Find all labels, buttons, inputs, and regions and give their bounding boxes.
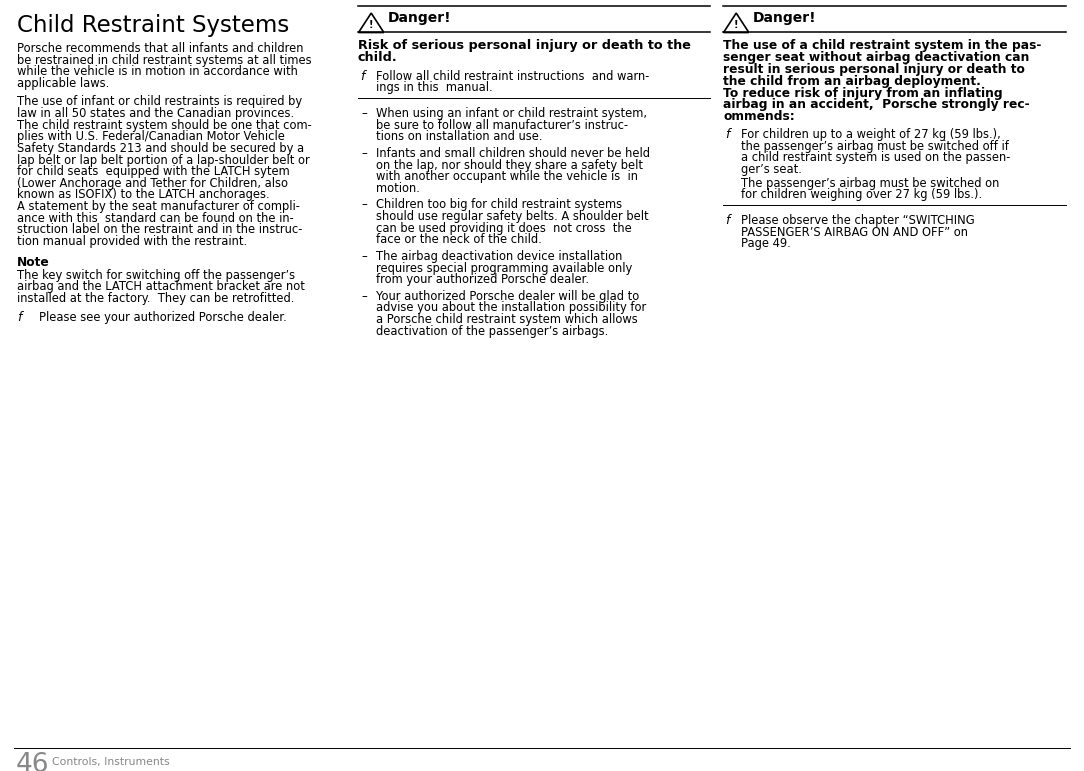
- Text: can be used providing it does  not cross  the: can be used providing it does not cross …: [376, 221, 632, 234]
- Text: the child from an airbag deployment.: the child from an airbag deployment.: [723, 75, 981, 88]
- Text: To reduce risk of injury from an inflating: To reduce risk of injury from an inflati…: [723, 86, 1003, 99]
- Text: f: f: [17, 311, 22, 325]
- Text: PASSENGER’S AIRBAG ON AND OFF” on: PASSENGER’S AIRBAG ON AND OFF” on: [741, 225, 968, 238]
- Text: f: f: [360, 70, 364, 82]
- Text: Risk of serious personal injury or death to the: Risk of serious personal injury or death…: [358, 39, 691, 52]
- Text: –: –: [361, 107, 366, 120]
- Text: a child restraint system is used on the passen-: a child restraint system is used on the …: [741, 151, 1010, 164]
- Text: Safety Standards 213 and should be secured by a: Safety Standards 213 and should be secur…: [17, 142, 305, 155]
- Text: motion.: motion.: [376, 182, 420, 195]
- Text: For children up to a weight of 27 kg (59 lbs.),: For children up to a weight of 27 kg (59…: [741, 128, 1001, 141]
- Text: f: f: [725, 128, 730, 141]
- Text: airbag in an accident,  Porsche strongly rec-: airbag in an accident, Porsche strongly …: [723, 99, 1030, 111]
- Text: Children too big for child restraint systems: Children too big for child restraint sys…: [376, 198, 622, 211]
- Text: result in serious personal injury or death to: result in serious personal injury or dea…: [723, 62, 1024, 76]
- Text: Child Restraint Systems: Child Restraint Systems: [17, 14, 289, 37]
- Text: Please observe the chapter “SWITCHING: Please observe the chapter “SWITCHING: [741, 214, 975, 227]
- Text: law in all 50 states and the Canadian provinces.: law in all 50 states and the Canadian pr…: [17, 107, 294, 120]
- Text: Page 49.: Page 49.: [741, 237, 790, 250]
- Text: (Lower Anchorage and Tether for Children, also: (Lower Anchorage and Tether for Children…: [17, 177, 288, 190]
- Text: Note: Note: [17, 255, 50, 268]
- Text: struction label on the restraint and in the instruc-: struction label on the restraint and in …: [17, 224, 302, 236]
- Text: –: –: [361, 147, 366, 160]
- Text: 46: 46: [16, 752, 50, 771]
- Text: The use of infant or child restraints is required by: The use of infant or child restraints is…: [17, 96, 302, 109]
- Text: a Porsche child restraint system which allows: a Porsche child restraint system which a…: [376, 313, 637, 326]
- Text: requires special programming available only: requires special programming available o…: [376, 261, 632, 274]
- Text: airbag and the LATCH attachment bracket are not: airbag and the LATCH attachment bracket …: [17, 280, 305, 293]
- Text: lap belt or lap belt portion of a lap-shoulder belt or: lap belt or lap belt portion of a lap-sh…: [17, 153, 310, 167]
- Text: be restrained in child restraint systems at all times: be restrained in child restraint systems…: [17, 54, 311, 66]
- Text: The passenger’s airbag must be switched on: The passenger’s airbag must be switched …: [741, 177, 999, 190]
- Text: Controls, Instruments: Controls, Instruments: [52, 757, 169, 767]
- Text: Danger!: Danger!: [388, 11, 452, 25]
- Text: The child restraint system should be one that com-: The child restraint system should be one…: [17, 119, 312, 132]
- Text: Please see your authorized Porsche dealer.: Please see your authorized Porsche deale…: [39, 311, 287, 325]
- Text: the passenger’s airbag must be switched off if: the passenger’s airbag must be switched …: [741, 140, 1009, 153]
- Text: tion manual provided with the restraint.: tion manual provided with the restraint.: [17, 235, 247, 248]
- Text: while the vehicle is in motion in accordance with: while the vehicle is in motion in accord…: [17, 66, 298, 78]
- Text: face or the neck of the child.: face or the neck of the child.: [376, 234, 542, 246]
- Text: ings in this  manual.: ings in this manual.: [376, 82, 492, 95]
- Text: Follow all child restraint instructions  and warn-: Follow all child restraint instructions …: [376, 70, 649, 82]
- Text: on the lap, nor should they share a safety belt: on the lap, nor should they share a safe…: [376, 159, 643, 172]
- Text: –: –: [361, 290, 366, 303]
- Text: ger’s seat.: ger’s seat.: [741, 163, 802, 176]
- Text: –: –: [361, 250, 366, 263]
- Text: f: f: [725, 214, 730, 227]
- Text: applicable laws.: applicable laws.: [17, 77, 109, 90]
- Text: The key switch for switching off the passenger’s: The key switch for switching off the pas…: [17, 268, 295, 281]
- Text: advise you about the installation possibility for: advise you about the installation possib…: [376, 301, 646, 315]
- Text: for children weighing over 27 kg (59 lbs.).: for children weighing over 27 kg (59 lbs…: [741, 188, 982, 201]
- Text: A statement by the seat manufacturer of compli-: A statement by the seat manufacturer of …: [17, 200, 300, 213]
- Text: deactivation of the passenger’s airbags.: deactivation of the passenger’s airbags.: [376, 325, 608, 338]
- Text: senger seat without airbag deactivation can: senger seat without airbag deactivation …: [723, 51, 1030, 64]
- Text: !: !: [369, 20, 374, 30]
- Text: known as ISOFIX) to the LATCH anchorages.: known as ISOFIX) to the LATCH anchorages…: [17, 188, 270, 201]
- Text: tions on installation and use.: tions on installation and use.: [376, 130, 542, 143]
- Text: with another occupant while the vehicle is  in: with another occupant while the vehicle …: [376, 170, 638, 183]
- Text: The airbag deactivation device installation: The airbag deactivation device installat…: [376, 250, 622, 263]
- Text: be sure to follow all manufacturer’s instruc-: be sure to follow all manufacturer’s ins…: [376, 119, 628, 132]
- Text: for child seats  equipped with the LATCH sytem: for child seats equipped with the LATCH …: [17, 165, 289, 178]
- Text: installed at the factory.  They can be retrofitted.: installed at the factory. They can be re…: [17, 291, 295, 305]
- Text: ommends:: ommends:: [723, 110, 795, 123]
- Text: Danger!: Danger!: [753, 11, 816, 25]
- Text: When using an infant or child restraint system,: When using an infant or child restraint …: [376, 107, 647, 120]
- Text: Your authorized Porsche dealer will be glad to: Your authorized Porsche dealer will be g…: [376, 290, 640, 303]
- Text: should use regular safety belts. A shoulder belt: should use regular safety belts. A shoul…: [376, 210, 648, 223]
- Text: plies with U.S. Federal/Canadian Motor Vehicle: plies with U.S. Federal/Canadian Motor V…: [17, 130, 285, 143]
- Text: Infants and small children should never be held: Infants and small children should never …: [376, 147, 650, 160]
- Text: –: –: [361, 198, 366, 211]
- Text: child.: child.: [358, 52, 398, 65]
- Text: The use of a child restraint system in the pas-: The use of a child restraint system in t…: [723, 39, 1042, 52]
- Text: from your authorized Porsche dealer.: from your authorized Porsche dealer.: [376, 273, 589, 286]
- Text: ance with this  standard can be found on the in-: ance with this standard can be found on …: [17, 212, 294, 224]
- Text: !: !: [734, 20, 738, 30]
- Text: Porsche recommends that all infants and children: Porsche recommends that all infants and …: [17, 42, 304, 55]
